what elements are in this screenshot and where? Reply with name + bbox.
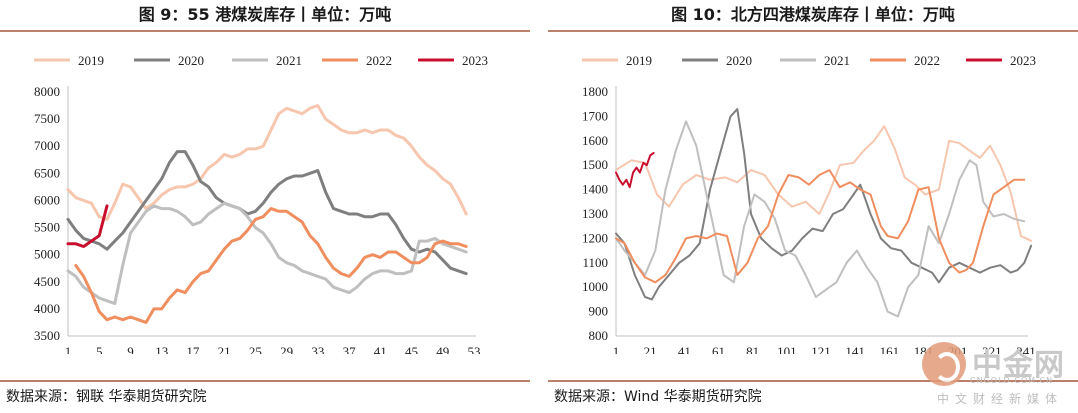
x-tick-label: 13 — [155, 344, 168, 354]
legend-label-2021: 2021 — [824, 53, 850, 68]
chart-55-ports-inventory: 3500 4000 4500 5000 5500 6000 6500 7000 7500 8000… — [34, 53, 488, 354]
y-tick-label: 1100 — [582, 255, 608, 270]
y-tick-label: 1400 — [582, 182, 608, 197]
watermark-brand: 中金网 — [972, 348, 1065, 383]
y-tick-label: 5000 — [34, 247, 60, 262]
x-tick-label: 21 — [218, 344, 231, 354]
legend-label-2020: 2020 — [726, 53, 752, 68]
y-tick-label: 1300 — [582, 206, 608, 221]
x-tick-label: 9 — [127, 344, 134, 354]
y-tick-label: 5500 — [34, 220, 60, 235]
y-tick-label: 7500 — [34, 111, 60, 126]
x-tick-label: 41 — [374, 344, 387, 354]
legend-label-2022: 2022 — [914, 53, 940, 68]
x-tick-label: 29 — [280, 344, 293, 354]
y-tick-label: 3500 — [34, 328, 60, 343]
series-line-2021 — [66, 201, 468, 305]
x-tick-label: 221 — [982, 344, 1002, 354]
x-tick-label: 21 — [644, 344, 657, 354]
x-tick-label: 241 — [1016, 344, 1036, 354]
chart-title: 图 10：北方四港煤炭库存丨单位：万吨 — [671, 5, 955, 24]
y-tick-label: 8000 — [34, 84, 60, 99]
y-tick-label: 900 — [589, 304, 609, 319]
watermark: 中金网 CNGOLD.COM.CN 中文财经新媒体 — [922, 340, 1078, 413]
x-tick-label: 53 — [468, 344, 481, 354]
x-tick-label: 161 — [880, 344, 900, 354]
y-tick-label: 1000 — [582, 279, 608, 294]
legend-label-2023: 2023 — [1010, 53, 1036, 68]
legend-label-2019: 2019 — [626, 53, 652, 68]
series-line-2019 — [615, 125, 1033, 242]
series-line-2023 — [615, 152, 655, 189]
legend-label-2022: 2022 — [366, 53, 392, 68]
series-line-2020 — [615, 108, 1033, 301]
x-tick-label: 41 — [678, 344, 691, 354]
legend-label-2019: 2019 — [78, 53, 104, 68]
x-tick-label: 81 — [746, 344, 759, 354]
y-tick-label: 4500 — [34, 274, 60, 289]
y-tick-label: 1500 — [582, 157, 608, 172]
watermark-domain: CNGOLD.COM.CN — [970, 376, 1054, 385]
x-tick-label: 101 — [777, 344, 797, 354]
x-tick-label: 33 — [311, 344, 324, 354]
data-source: 数据来源：Wind 华泰期货研究院 — [554, 389, 762, 405]
x-tick-label: 45 — [405, 344, 418, 354]
x-tick-label: 5 — [96, 344, 103, 354]
series-line-2022 — [615, 169, 1026, 284]
x-tick-label: 37 — [343, 344, 357, 354]
y-tick-label: 1800 — [582, 84, 608, 99]
y-tick-label: 1200 — [582, 230, 608, 245]
chart-panel-55-ports: 图 9：55 港煤炭库存丨单位：万吨 3500 4000 4500 5000 5500 6… — [0, 0, 530, 413]
x-tick-label: 1 — [65, 344, 72, 354]
series-line-2021 — [615, 120, 1026, 318]
y-tick-label: 4000 — [34, 301, 60, 316]
x-tick-label: 121 — [811, 344, 831, 354]
y-tick-label: 6500 — [34, 165, 60, 180]
x-tick-label: 25 — [249, 344, 262, 354]
y-tick-label: 6000 — [34, 192, 60, 207]
legend-label-2021: 2021 — [276, 53, 302, 68]
source-divider — [0, 380, 530, 382]
x-tick-label: 49 — [436, 344, 449, 354]
series-line-2020 — [66, 150, 468, 276]
brand-logo-icon — [922, 342, 966, 386]
y-tick-label: 800 — [589, 328, 609, 343]
y-tick-label: 1700 — [582, 108, 608, 123]
source-divider — [548, 380, 1078, 382]
x-tick-label: 61 — [712, 344, 725, 354]
watermark-caption: 中文财经新媒体 — [936, 392, 1063, 406]
x-tick-label: 17 — [186, 344, 200, 354]
x-tick-label: 141 — [845, 344, 865, 354]
y-tick-label: 7000 — [34, 138, 60, 153]
x-tick-label: 1 — [613, 344, 620, 354]
data-source: 数据来源：钢联 华泰期货研究院 — [6, 389, 207, 405]
legend-label-2023: 2023 — [462, 53, 488, 68]
series-line-2022 — [74, 207, 468, 324]
legend-label-2020: 2020 — [178, 53, 204, 68]
x-tick-label: 181 — [914, 344, 934, 354]
chart-title: 图 9：55 港煤炭库存丨单位：万吨 — [138, 5, 392, 24]
series-line-2023 — [66, 204, 109, 248]
title-divider — [0, 30, 530, 32]
chart-north-four-ports-inventory: 8009001000110012001300140015001600170018… — [582, 53, 1036, 354]
series-line-2019 — [66, 104, 468, 221]
y-tick-label: 1600 — [582, 133, 608, 148]
title-divider — [548, 30, 1078, 32]
chart-panel-north-four-ports: 图 10：北方四港煤炭库存丨单位：万吨 800 900 1000 1100 1200 13… — [548, 0, 1078, 413]
